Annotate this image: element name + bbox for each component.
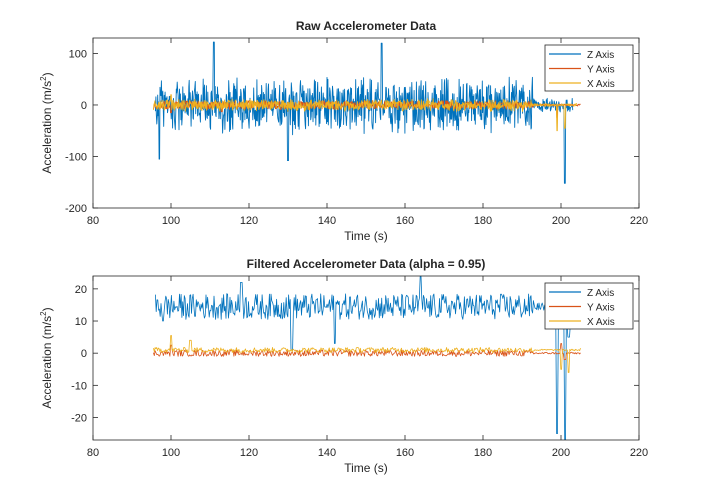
legend-label: Y Axis [587, 303, 615, 314]
legend-label: X Axis [587, 317, 615, 328]
series-line-z-axis [154, 41, 574, 184]
y-tick-label: 20 [75, 284, 87, 296]
series-line-x-axis [153, 335, 581, 373]
x-tick-label: 160 [396, 447, 414, 459]
x-tick-label: 200 [552, 215, 570, 227]
x-axis-label: Time (s) [344, 229, 388, 243]
chart-title: Filtered Accelerometer Data (alpha = 0.9… [247, 257, 486, 271]
raw-accelerometer-chart: 80 100 120 140 160 180 200 220 -200 -100 0 100 Raw A… [39, 19, 648, 243]
series-group [152, 41, 581, 184]
y-tick-label: 100 [69, 48, 87, 60]
x-tick-label: 120 [240, 447, 258, 459]
series-line-y-axis [153, 343, 581, 361]
x-tick-label: 80 [87, 447, 99, 459]
y-axis-label-close: ) [40, 72, 54, 76]
x-tick-label: 100 [162, 447, 180, 459]
x-tick-label: 180 [474, 215, 492, 227]
axes-box [92, 37, 640, 209]
y-axis-label-sup: 2 [39, 311, 48, 316]
y-axis-label-sup: 2 [39, 76, 48, 81]
y-tick-label: -20 [71, 412, 87, 424]
y-tick-label: -200 [65, 203, 87, 215]
x-tick-label: 140 [318, 447, 336, 459]
x-tick-label: 80 [87, 215, 99, 227]
y-tick-label: -10 [71, 380, 87, 392]
series-group [153, 276, 581, 440]
legend-label: X Axis [587, 79, 615, 90]
series-line-z-axis [155, 276, 574, 440]
x-tick-label: 120 [240, 215, 258, 227]
y-axis-label: Acceleration (m/s2) [39, 72, 54, 173]
filtered-accelerometer-chart: 80 100 120 140 160 180 200 220 -20 -10 0 10 20 Filter… [39, 257, 648, 475]
x-tick-label: 220 [630, 215, 648, 227]
x-tick-label: 160 [396, 215, 414, 227]
x-tick-label: 140 [318, 215, 336, 227]
y-tick-label: 0 [81, 348, 87, 360]
chart-title: Raw Accelerometer Data [296, 19, 437, 33]
x-tick-label: 180 [474, 447, 492, 459]
y-axis-label: Acceleration (m/s2) [39, 307, 54, 408]
legend-label: Z Axis [587, 288, 614, 299]
x-tick-label: 220 [630, 447, 648, 459]
y-tick-label: 0 [81, 100, 87, 112]
axes-box [92, 275, 640, 441]
legend-label: Y Axis [587, 65, 615, 76]
legend-label: Z Axis [587, 50, 614, 61]
y-tick-label: 10 [75, 316, 87, 328]
series-line-x-axis [152, 94, 578, 132]
x-tick-label: 100 [162, 215, 180, 227]
x-tick-label: 200 [552, 447, 570, 459]
y-tick-label: -100 [65, 151, 87, 163]
x-axis-label: Time (s) [344, 461, 388, 475]
y-axis-label-close: ) [40, 307, 54, 311]
y-axis-label-main: Acceleration (m/s [40, 81, 54, 174]
y-axis-label-main: Acceleration (m/s [40, 316, 54, 409]
